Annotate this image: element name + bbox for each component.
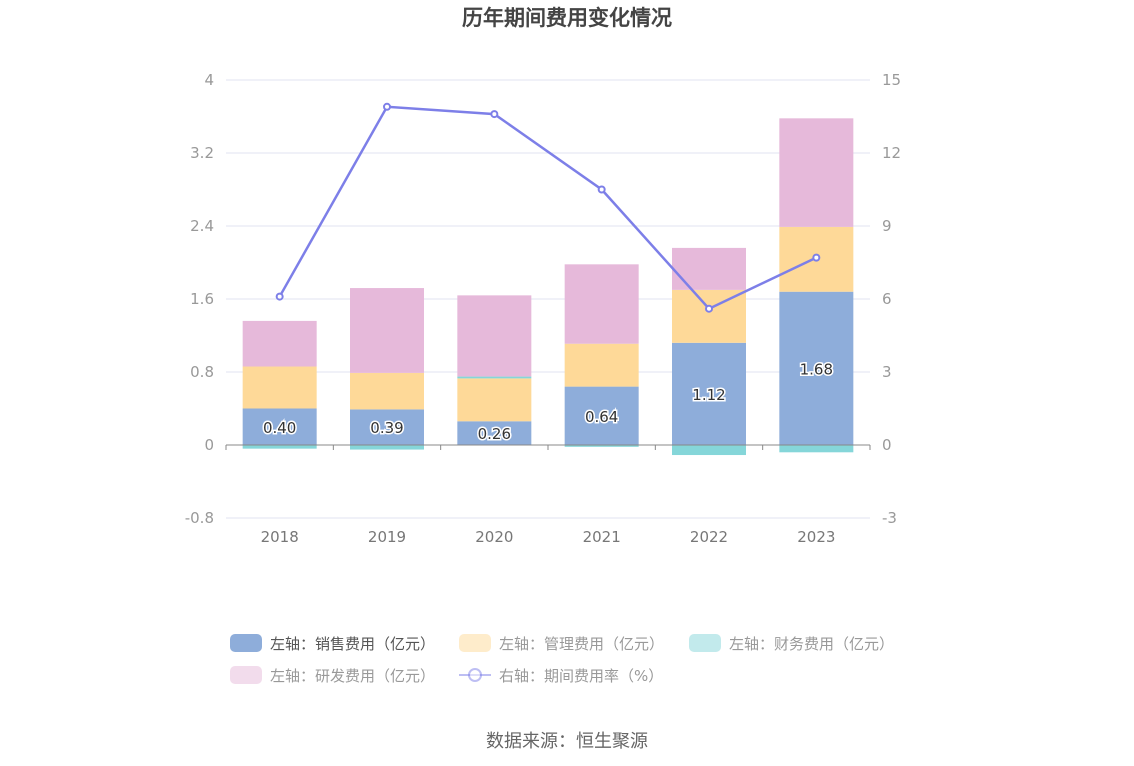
x-tick-label: 2022 (690, 528, 728, 546)
source-note: 数据来源：恒生聚源 (486, 731, 648, 752)
rate-line (275, 102, 821, 313)
bar-segment (672, 289, 746, 343)
left-axis: 4 3.2 2.4 1.6 0.8 0 -0.8 (185, 71, 214, 527)
bar-segment (457, 295, 532, 377)
legend-marker (468, 668, 482, 682)
data-label: 0.39 (370, 419, 403, 437)
x-tick-label: 2021 (583, 528, 621, 546)
left-tick-label: -0.8 (185, 509, 214, 527)
right-tick-label: 9 (882, 217, 892, 235)
bar-segment (672, 247, 746, 290)
legend-label: 右轴：期间费用率（%） (499, 667, 663, 685)
rate-point (597, 185, 606, 194)
bar-segment (564, 386, 639, 445)
data-label: 0.40 (263, 419, 296, 437)
bar-segment (242, 445, 317, 449)
chart-title: 历年期间费用变化情况 (462, 6, 672, 30)
right-tick-label: 6 (882, 290, 892, 308)
bar-segment (457, 376, 532, 379)
bar-segment (242, 408, 317, 445)
legend-label: 左轴：销售费用（亿元） (270, 635, 435, 653)
legend-label: 左轴：管理费用（亿元） (499, 635, 664, 653)
rate-point (383, 102, 391, 111)
left-tick-label: 2.4 (190, 217, 214, 235)
x-tick-label: 2019 (368, 528, 406, 546)
x-tick-label: 2018 (261, 528, 299, 546)
bar-segment (564, 445, 639, 447)
legend-swatch (230, 666, 262, 684)
x-tick-label: 2023 (797, 528, 835, 546)
bar-segment (350, 372, 424, 410)
left-tick-label: 4 (204, 71, 214, 89)
legend-swatch (689, 634, 721, 652)
rate-point (812, 253, 821, 262)
legend-swatch (459, 634, 491, 652)
legend-swatch (230, 634, 262, 652)
right-tick-label: -3 (882, 509, 897, 527)
rate-point (490, 110, 499, 119)
bar-segment (779, 118, 854, 227)
x-tick-label: 2020 (475, 528, 513, 546)
legend: 左轴：销售费用（亿元） 左轴：管理费用（亿元） 左轴：财务费用（亿元） 左轴：研发费用… (230, 634, 894, 685)
data-labels: 0.40 0.39 0.26 0.64 1.12 1.68 (261, 359, 834, 445)
bar-segment (779, 445, 854, 453)
right-axis: 15 12 9 6 3 0 -3 (882, 71, 901, 527)
bar-segment (564, 264, 639, 344)
bar-segment (457, 378, 532, 422)
grid (226, 79, 870, 519)
right-tick-label: 0 (882, 436, 892, 454)
rate-line-path (278, 105, 817, 311)
right-tick-label: 3 (882, 363, 892, 381)
data-label: 0.64 (585, 408, 618, 426)
bar-segment (672, 445, 746, 456)
bar-segment (350, 409, 424, 445)
data-label: 1.68 (800, 360, 833, 378)
data-label: 1.12 (692, 386, 725, 404)
bar-segment (242, 366, 317, 409)
rate-point (705, 304, 713, 313)
legend-label: 左轴：研发费用（亿元） (270, 667, 435, 685)
left-tick-label: 1.6 (190, 290, 214, 308)
bar-segment (242, 320, 317, 367)
bar-segment (672, 342, 746, 445)
right-tick-label: 15 (882, 71, 901, 89)
legend-label: 左轴：财务费用（亿元） (729, 635, 894, 653)
data-label: 0.26 (478, 425, 511, 443)
bars (242, 118, 854, 456)
left-tick-label: 3.2 (190, 144, 214, 162)
rate-point (275, 292, 284, 301)
bar-segment (350, 445, 424, 450)
x-axis: 2018 2019 2020 2021 2022 2023 (225, 444, 871, 546)
left-tick-label: 0 (204, 436, 214, 454)
bar-segment (779, 291, 854, 445)
left-tick-label: 0.8 (190, 363, 214, 381)
bar-segment (457, 421, 532, 445)
bar-segment (350, 288, 424, 373)
right-tick-label: 12 (882, 144, 901, 162)
bar-segment (564, 343, 639, 387)
